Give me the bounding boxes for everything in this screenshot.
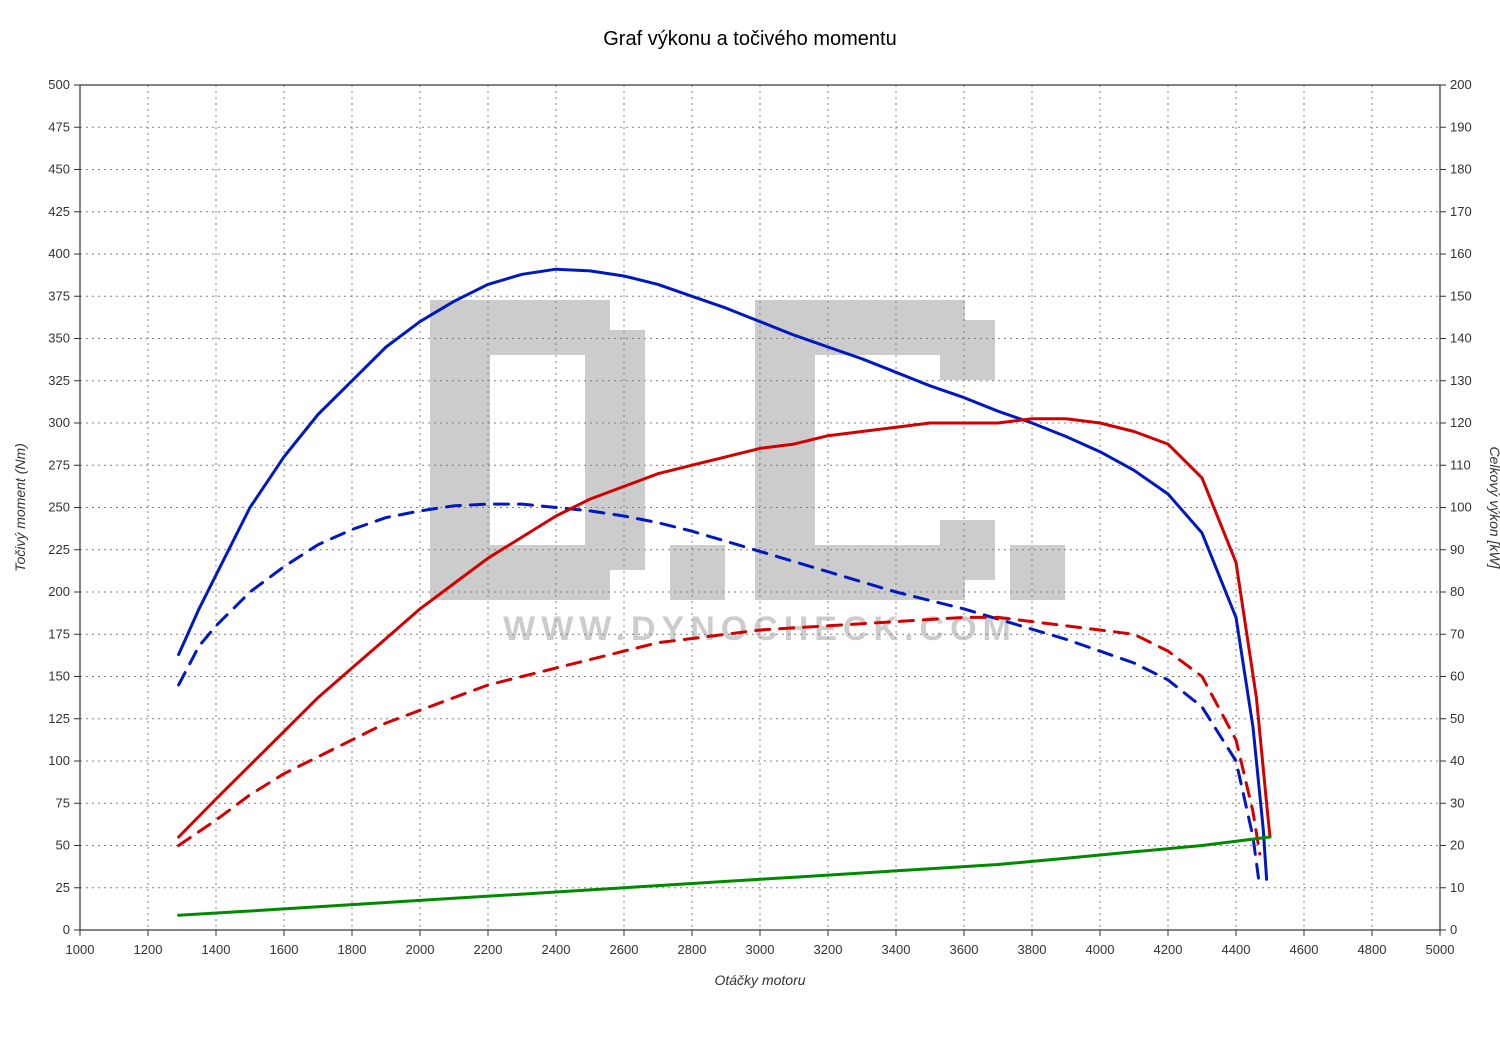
y-left-tick-label: 75 (56, 795, 70, 810)
x-tick-label: 4000 (1086, 942, 1115, 957)
y-right-tick-label: 20 (1450, 838, 1464, 853)
y-right-tick-label: 50 (1450, 711, 1464, 726)
x-tick-label: 2600 (610, 942, 639, 957)
y-left-tick-label: 100 (48, 753, 70, 768)
x-tick-label: 3600 (950, 942, 979, 957)
y-left-tick-label: 0 (63, 922, 70, 937)
y-left-tick-label: 25 (56, 880, 70, 895)
y-right-tick-label: 150 (1450, 288, 1472, 303)
y-left-tick-label: 175 (48, 626, 70, 641)
y-left-tick-label: 150 (48, 669, 70, 684)
x-tick-label: 2400 (542, 942, 571, 957)
y-right-tick-label: 120 (1450, 415, 1472, 430)
x-tick-label: 3000 (746, 942, 775, 957)
y-right-tick-label: 180 (1450, 162, 1472, 177)
y-left-tick-label: 325 (48, 373, 70, 388)
x-tick-label: 3200 (814, 942, 843, 957)
y-left-tick-label: 225 (48, 542, 70, 557)
y-left-tick-label: 450 (48, 162, 70, 177)
y-left-tick-label: 425 (48, 204, 70, 219)
y-right-tick-label: 70 (1450, 626, 1464, 641)
y-left-tick-label: 200 (48, 584, 70, 599)
x-tick-label: 4600 (1290, 942, 1319, 957)
y-right-tick-label: 10 (1450, 880, 1464, 895)
x-tick-label: 4800 (1358, 942, 1387, 957)
y-left-tick-label: 50 (56, 838, 70, 853)
x-tick-label: 3800 (1018, 942, 1047, 957)
y-left-tick-label: 300 (48, 415, 70, 430)
x-tick-label: 1600 (270, 942, 299, 957)
x-tick-label: 2200 (474, 942, 503, 957)
y-left-tick-label: 125 (48, 711, 70, 726)
x-tick-label: 4400 (1222, 942, 1251, 957)
y-right-tick-label: 200 (1450, 77, 1472, 92)
x-tick-label: 2800 (678, 942, 707, 957)
y-right-tick-label: 110 (1450, 457, 1471, 472)
x-tick-label: 1000 (66, 942, 95, 957)
y-left-tick-label: 350 (48, 331, 70, 346)
y-right-tick-label: 160 (1450, 246, 1472, 261)
x-tick-label: 1800 (338, 942, 367, 957)
y-right-tick-label: 170 (1450, 204, 1472, 219)
y-left-tick-label: 400 (48, 246, 70, 261)
y-left-tick-label: 275 (48, 457, 70, 472)
y-right-tick-label: 80 (1450, 584, 1464, 599)
x-tick-label: 2000 (406, 942, 435, 957)
x-tick-label: 1200 (134, 942, 163, 957)
x-tick-label: 5000 (1426, 942, 1455, 957)
y-right-tick-label: 0 (1450, 922, 1457, 937)
chart-title: Graf výkonu a točivého momentu (603, 28, 896, 50)
y-left-tick-label: 375 (48, 288, 70, 303)
x-axis-label: Otáčky motoru (714, 972, 805, 988)
y-right-tick-label: 60 (1450, 669, 1464, 684)
y-right-tick-label: 100 (1450, 500, 1472, 515)
y-right-tick-label: 190 (1450, 119, 1472, 134)
y-left-tick-label: 500 (48, 77, 70, 92)
y-right-tick-label: 40 (1450, 753, 1464, 768)
y-left-axis-label: Točivý moment (Nm) (12, 443, 28, 572)
y-left-tick-label: 475 (48, 119, 70, 134)
dyno-chart: WWW.DYNOCHECK.COM10001200140016001800200… (0, 0, 1500, 1041)
y-right-axis-label: Celkový výkon [kW] (1487, 446, 1500, 569)
y-right-tick-label: 140 (1450, 331, 1472, 346)
x-tick-label: 1400 (202, 942, 231, 957)
y-left-tick-label: 250 (48, 500, 70, 515)
y-right-tick-label: 130 (1450, 373, 1472, 388)
y-right-tick-label: 30 (1450, 795, 1464, 810)
x-tick-label: 4200 (1154, 942, 1183, 957)
x-tick-label: 3400 (882, 942, 911, 957)
y-right-tick-label: 90 (1450, 542, 1464, 557)
